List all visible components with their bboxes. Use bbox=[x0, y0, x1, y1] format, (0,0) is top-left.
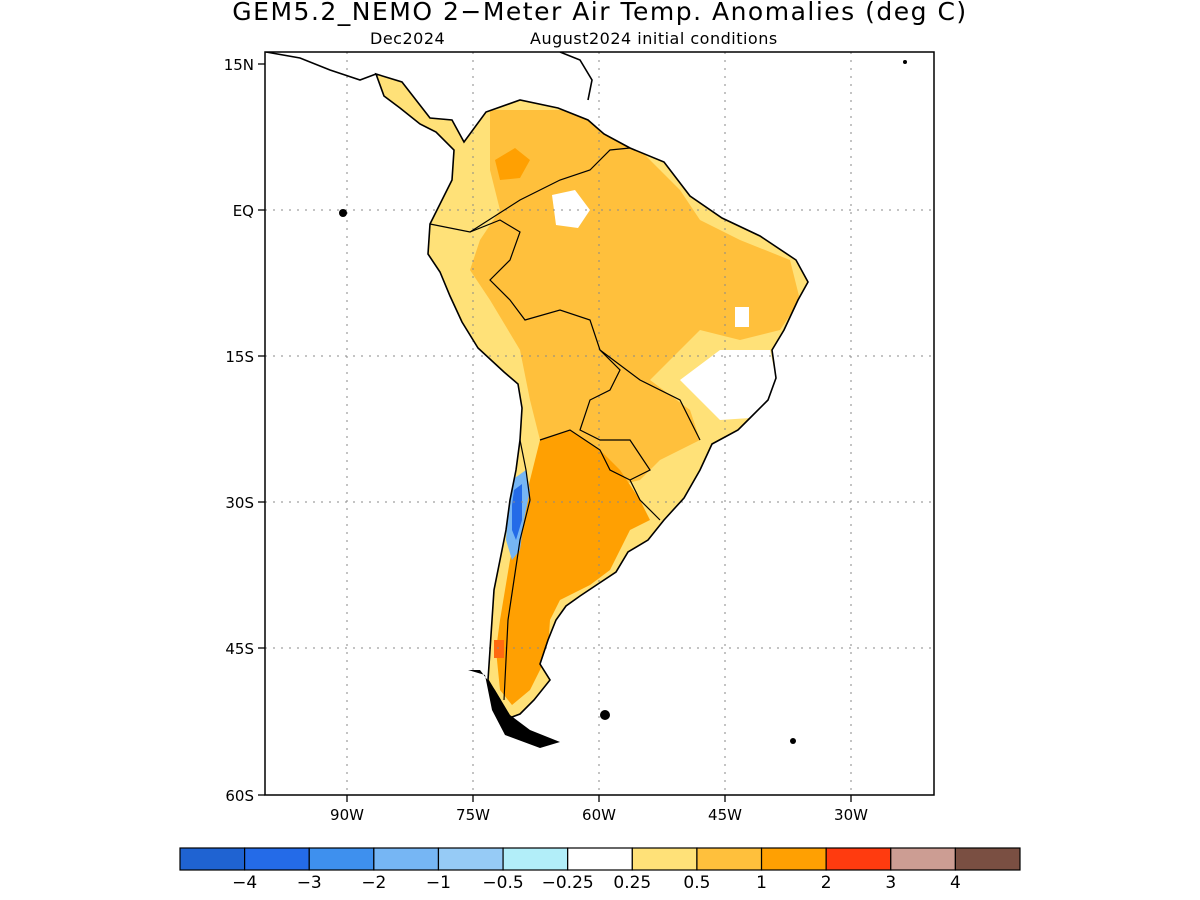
lon-tick-label: 60W bbox=[582, 806, 616, 824]
tierra-del-fuego bbox=[468, 670, 560, 748]
map-area bbox=[265, 52, 934, 795]
island-north-east bbox=[903, 60, 907, 64]
colorbar-swatch bbox=[760, 847, 827, 871]
lat-tick-label: 15S bbox=[225, 348, 254, 366]
initial-conditions-label: August2024 initial conditions bbox=[530, 29, 778, 48]
colorbar-swatch bbox=[308, 847, 375, 871]
galapagos-islands bbox=[339, 209, 347, 217]
forecast-month: Dec2024 bbox=[370, 29, 446, 48]
colorbar-label: 0.5 bbox=[683, 873, 710, 893]
colorbar-swatch bbox=[179, 847, 246, 871]
colorbar bbox=[179, 847, 1021, 871]
colorbar-label: 0.25 bbox=[613, 873, 651, 893]
colorbar-swatch bbox=[696, 847, 763, 871]
lon-tick-label: 90W bbox=[330, 806, 364, 824]
coastlines bbox=[265, 52, 809, 722]
longitude-labels: 90W 75W 60W 45W 30W bbox=[330, 806, 868, 824]
colorbar-swatch bbox=[954, 847, 1021, 871]
colorbar-label: 2 bbox=[821, 873, 832, 893]
colorbar-label: 4 bbox=[950, 873, 961, 893]
colorbar-label: −2 bbox=[361, 873, 386, 893]
colorbar-label: −4 bbox=[232, 873, 257, 893]
colorbar-swatch bbox=[437, 847, 504, 871]
colorbar-swatch bbox=[890, 847, 956, 871]
lat-tick-label: 60S bbox=[225, 787, 254, 805]
colorbar-swatch bbox=[502, 847, 569, 871]
lat-tick-label: 45S bbox=[225, 640, 254, 658]
lon-tick-label: 45W bbox=[708, 806, 742, 824]
anomaly-region-cold-core bbox=[512, 484, 522, 540]
colorbar-swatch bbox=[631, 847, 698, 871]
anomaly-region-hotspot bbox=[494, 640, 504, 658]
lon-tick-label: 30W bbox=[834, 806, 868, 824]
colorbar-label: −3 bbox=[297, 873, 322, 893]
falkland-islands bbox=[600, 710, 610, 720]
border-north bbox=[469, 147, 631, 233]
colorbar-label: −1 bbox=[426, 873, 451, 893]
colorbar-label: 3 bbox=[885, 873, 896, 893]
colorbar-swatch bbox=[567, 847, 633, 871]
map-title: GEM5.2_NEMO 2−Meter Air Temp. Anomalies … bbox=[232, 0, 968, 26]
islands bbox=[339, 60, 907, 748]
border-andes bbox=[429, 219, 651, 481]
colorbar-swatch bbox=[244, 847, 310, 871]
lat-tick-label: 15N bbox=[224, 56, 254, 74]
anomaly-region-1 bbox=[470, 110, 800, 490]
colorbar-swatch bbox=[373, 847, 440, 871]
central-america-coast bbox=[265, 52, 377, 81]
latitude-labels: 15N EQ 15S 30S 45S 60S bbox=[224, 56, 254, 805]
colorbar-label: −0.5 bbox=[482, 873, 523, 893]
colorbar-label: −0.25 bbox=[542, 873, 594, 893]
border-chile-argentina bbox=[503, 439, 531, 701]
anomaly-region-neutral-amazon bbox=[552, 190, 590, 228]
caribbean-coast bbox=[559, 52, 593, 101]
lat-tick-label: EQ bbox=[233, 202, 254, 220]
border-uruguay bbox=[629, 479, 661, 521]
south-georgia bbox=[790, 738, 796, 744]
colorbar-swatch bbox=[825, 847, 892, 871]
anomaly-region-2 bbox=[496, 430, 650, 705]
lat-tick-label: 30S bbox=[225, 494, 254, 512]
border-brazil-bolivia bbox=[599, 349, 701, 441]
colorbar-label: 1 bbox=[756, 873, 767, 893]
anomaly-region-2-north bbox=[495, 148, 530, 180]
lon-tick-label: 75W bbox=[456, 806, 490, 824]
tick-marks bbox=[258, 63, 852, 802]
south-america-coast bbox=[374, 72, 809, 722]
anomaly-region-neutral-spot bbox=[735, 307, 749, 327]
anomaly-region-neutral-east bbox=[680, 350, 776, 420]
colorbar-labels: −4 −3 −2 −1 −0.5 −0.25 0.25 0.5 1 2 3 4 bbox=[232, 873, 961, 893]
country-borders bbox=[429, 147, 701, 701]
